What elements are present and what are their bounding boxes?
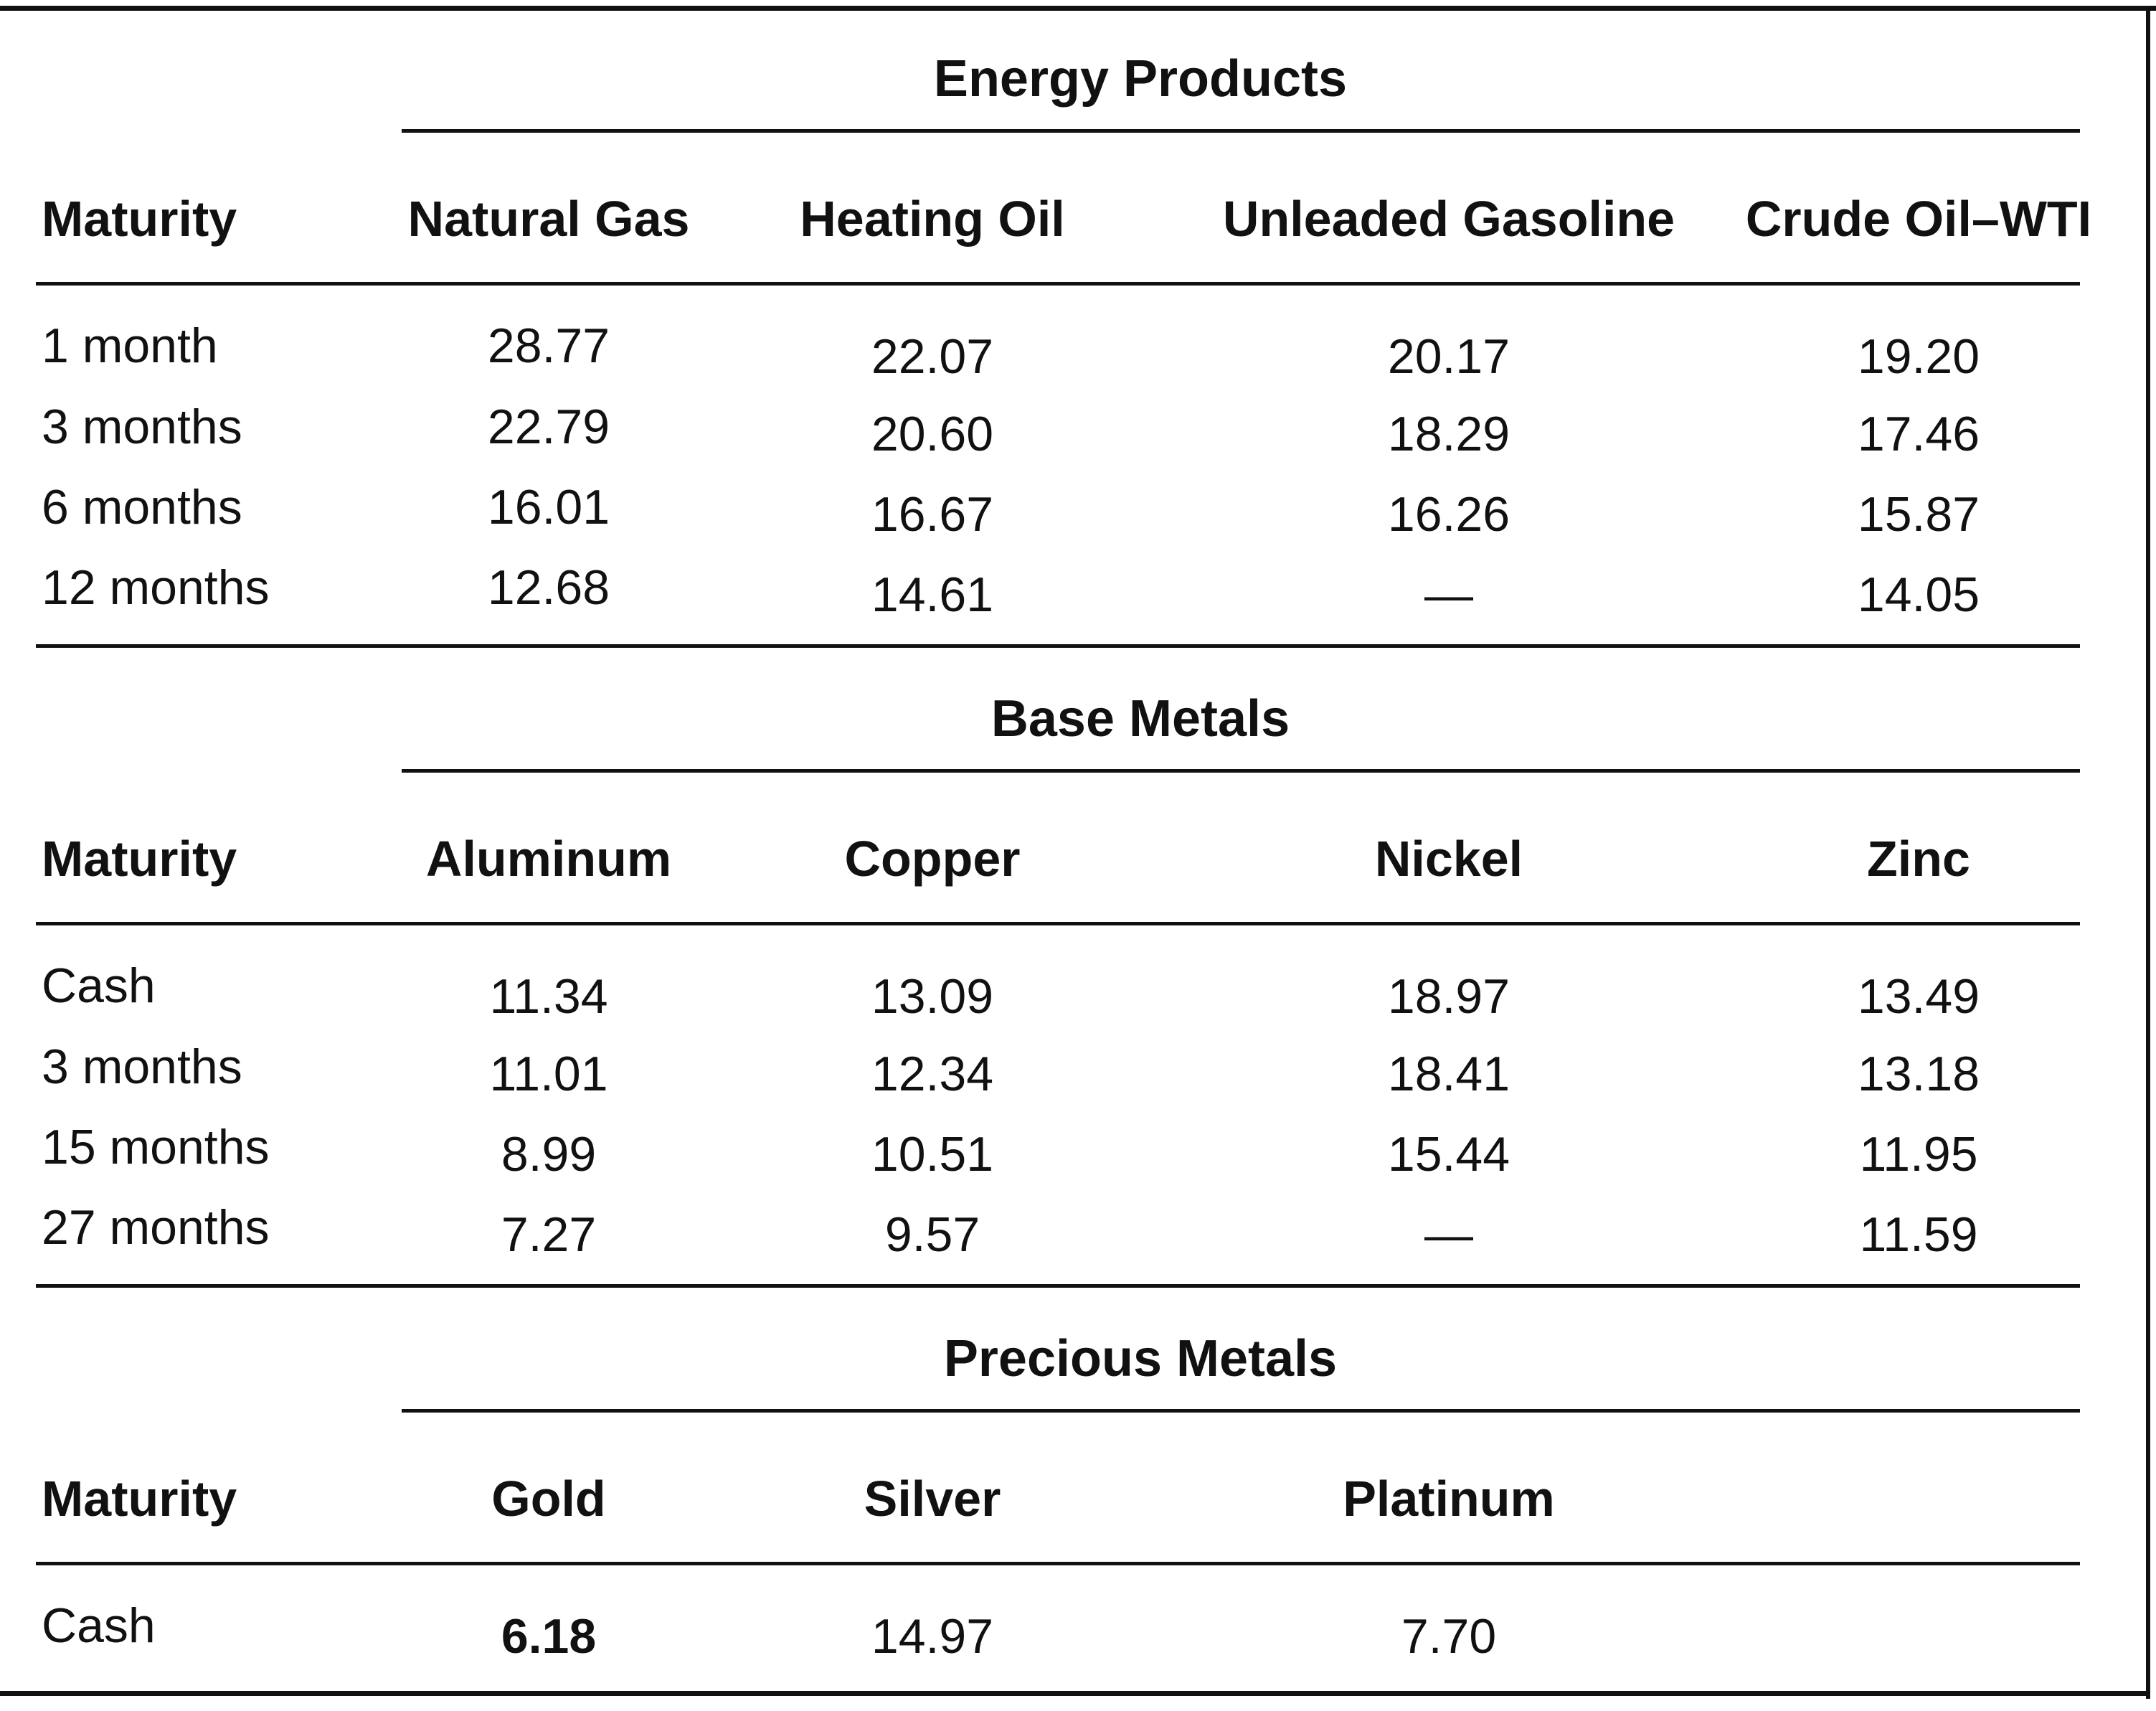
header-heating-oil: Heating Oil — [800, 191, 1065, 247]
header-rule — [36, 282, 2080, 286]
table-cell: 9.57 — [884, 1207, 980, 1262]
table-cell: 12.34 — [871, 1047, 994, 1101]
row-label: 6 months — [42, 480, 242, 534]
section-title: Precious Metals — [943, 1330, 1338, 1387]
row-label: Cash — [42, 958, 156, 1013]
header-copper: Copper — [844, 831, 1021, 887]
row-label: 1 month — [42, 319, 218, 373]
table-cell: 7.70 — [1401, 1609, 1497, 1664]
header-maturity: Maturity — [42, 191, 237, 247]
table-cell: — — [1424, 567, 1473, 622]
table-cell: — — [1424, 1207, 1473, 1262]
section-title: Base Metals — [990, 690, 1290, 748]
table-cell: 16.26 — [1387, 487, 1510, 542]
header-platinum: Platinum — [1343, 1471, 1555, 1527]
header-zinc: Zinc — [1867, 831, 1970, 887]
section-title: Energy Products — [933, 50, 1348, 108]
table-cell: 14.05 — [1857, 567, 1980, 622]
table-cell: 12.68 — [487, 560, 610, 615]
section-end-rule — [36, 644, 2080, 648]
header-natural-gas: Natural Gas — [407, 191, 690, 247]
header-nickel: Nickel — [1374, 831, 1523, 887]
table-cell: 8.99 — [501, 1127, 597, 1182]
table-cell: 6.18 — [501, 1609, 597, 1664]
table-cell: 22.79 — [487, 400, 610, 454]
table-cell: 20.60 — [871, 407, 994, 461]
table-cell: 19.20 — [1857, 329, 1980, 384]
table-cell: 11.59 — [1859, 1207, 1978, 1262]
table-cell: 14.61 — [871, 567, 994, 622]
header-maturity: Maturity — [42, 1471, 237, 1527]
table-cell: 10.51 — [871, 1127, 994, 1182]
table-cell: 13.49 — [1857, 969, 1980, 1024]
header-silver: Silver — [864, 1471, 1001, 1527]
frame-top-border — [0, 6, 2156, 11]
title-rule — [402, 1409, 2080, 1413]
header-crude-oil-wti: Crude Oil–WTI — [1745, 191, 2092, 247]
table-cell: 14.97 — [871, 1609, 994, 1664]
header-rule — [36, 1562, 2080, 1565]
title-rule — [402, 129, 2080, 133]
section-end-rule — [36, 1284, 2080, 1288]
table-cell: 13.18 — [1857, 1047, 1980, 1101]
header-unleaded-gasoline: Unleaded Gasoline — [1222, 191, 1675, 247]
header-rule — [36, 922, 2080, 925]
table-cell: 18.29 — [1387, 407, 1510, 461]
header-aluminum: Aluminum — [425, 831, 672, 887]
table-cell: 16.67 — [871, 487, 994, 542]
table-cell: 11.34 — [489, 969, 608, 1024]
row-label: 12 months — [42, 560, 270, 615]
table-cell: 17.46 — [1857, 407, 1980, 461]
table-cell: 18.41 — [1387, 1047, 1510, 1101]
table-cell: 15.44 — [1387, 1127, 1510, 1182]
frame-bottom-border — [0, 1691, 2150, 1696]
table-cell: 22.07 — [871, 329, 994, 384]
header-gold: Gold — [491, 1471, 606, 1527]
row-label: Cash — [42, 1598, 156, 1653]
table-cell: 15.87 — [1857, 487, 1980, 542]
table-cell: 20.17 — [1387, 329, 1510, 384]
frame-right-border — [2146, 6, 2150, 1699]
table-cell: 13.09 — [871, 969, 994, 1024]
row-label: 15 months — [42, 1120, 270, 1174]
table-cell: 28.77 — [487, 319, 610, 373]
row-label: 3 months — [42, 1040, 242, 1094]
title-rule — [402, 769, 2080, 773]
header-maturity: Maturity — [42, 831, 237, 887]
row-label: 27 months — [42, 1200, 270, 1255]
table-cell: 7.27 — [501, 1207, 597, 1262]
row-label: 3 months — [42, 400, 242, 454]
table-cell: 11.95 — [1859, 1127, 1978, 1182]
table-cell: 11.01 — [489, 1047, 608, 1101]
table-cell: 16.01 — [487, 480, 610, 534]
table-cell: 18.97 — [1387, 969, 1510, 1024]
